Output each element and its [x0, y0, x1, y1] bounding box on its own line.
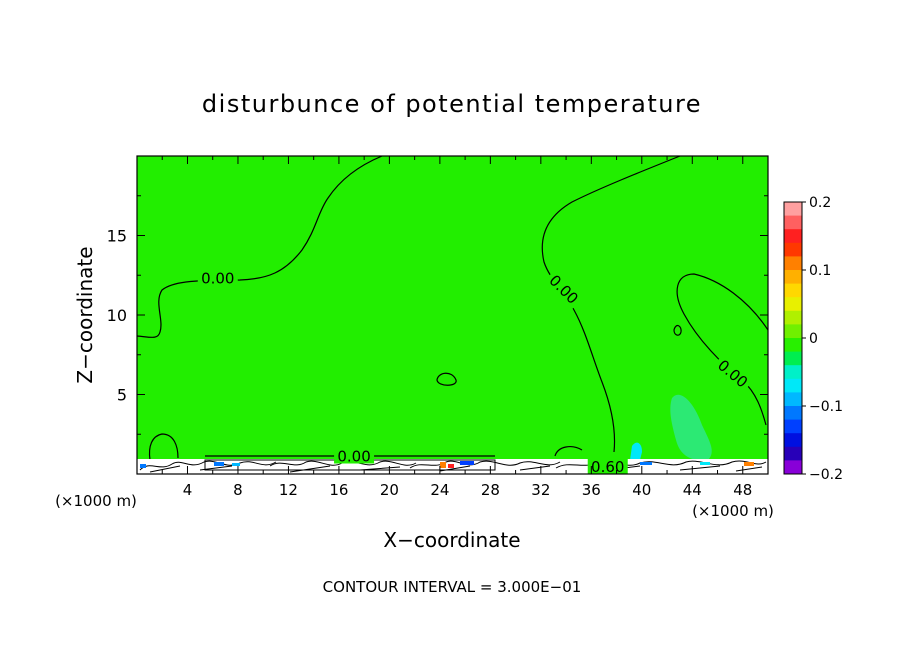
speck-blue-2 [232, 463, 240, 466]
colorbar-swatch [784, 242, 802, 257]
y-tick-labels: 5 10 15 [107, 227, 127, 405]
colorbar-swatch [784, 283, 802, 298]
x-tick-label: 28 [481, 481, 500, 499]
speck-orange-3 [744, 462, 754, 466]
contour-zero-upper-left [136, 155, 383, 338]
y-tick-label: 5 [117, 386, 127, 405]
speck-red-1 [448, 464, 454, 468]
x-tick-label: 40 [632, 481, 651, 499]
speck-blue-3 [460, 461, 474, 465]
colorbar-swatch [784, 215, 802, 230]
shaded-regions [630, 394, 712, 461]
colorbar-swatch [784, 270, 802, 285]
x-tick-label: 20 [380, 481, 399, 499]
x-axis-label: X−coordinate [383, 528, 520, 552]
colorbar-swatch [784, 324, 802, 339]
x-tick-label: 44 [683, 481, 702, 499]
x-tick-label: 8 [233, 481, 243, 499]
colorbar-swatch [784, 365, 802, 380]
contour-lower-left-bump [148, 433, 179, 461]
contour-small-loop-center [436, 372, 457, 386]
colorbar-swatches [784, 202, 802, 475]
boundary-scribble-1 [139, 460, 277, 471]
contour-label: 0.00 [201, 269, 234, 287]
colorbar-swatch [784, 433, 802, 448]
contour-label-bg [197, 269, 238, 286]
colorbar-label: −0.2 [809, 467, 843, 483]
contour-label: 0.00 [337, 448, 370, 466]
contour-label-bg [712, 354, 754, 393]
x-tick-label: 32 [531, 481, 550, 499]
speck-blue-4 [640, 462, 652, 465]
colorbar-labels: 0.2 0.1 0 −0.1 −0.2 [802, 195, 843, 483]
colorbar-swatch [784, 419, 802, 434]
contour-label-group: 0.00 [197, 269, 238, 287]
x-tick-label: 48 [733, 481, 752, 499]
colorbar: 0.2 0.1 0 −0.1 −0.2 [783, 195, 843, 483]
colorbar-swatch [784, 392, 802, 407]
colorbar-swatch [784, 229, 802, 244]
x-unit-right: (×1000 m) [692, 502, 774, 520]
bottom-boundary-noise [137, 459, 768, 474]
y-tick-label: 10 [107, 306, 127, 325]
contour-label-bg [544, 269, 585, 309]
contour-label-group: 0.00 [334, 447, 375, 466]
y-axis-label: Z−coordinate [73, 246, 97, 383]
contour-label-bg [334, 447, 375, 464]
contour-label: 0.60 [591, 458, 624, 476]
colorbar-label: 0.1 [809, 263, 831, 279]
x-unit-left: (×1000 m) [55, 492, 137, 510]
colorbar-swatch [784, 406, 802, 421]
contour-interval-footer: CONTOUR INTERVAL = 3.000E−01 [323, 578, 582, 596]
x-tick-label: 36 [582, 481, 601, 499]
cyan-patch [630, 442, 642, 460]
colorbar-swatch [784, 310, 802, 325]
colorbar-swatch [784, 256, 802, 271]
colorbar-swatch [784, 446, 802, 461]
contour-label-bg [587, 457, 628, 474]
field-background [137, 156, 768, 474]
colorbar-swatch [784, 378, 802, 393]
colorbar-swatch [784, 202, 802, 217]
axis-ticks [137, 156, 768, 474]
chart-title: disturbunce of potential temperature [202, 90, 702, 118]
boundary-scribble-3 [409, 460, 561, 469]
contour-zero-closed-right [676, 273, 769, 426]
colorbar-swatch [784, 297, 802, 312]
colorbar-label: 0.2 [809, 195, 831, 211]
y-tick-label: 15 [107, 227, 127, 246]
contour-lower-mid-bump [554, 446, 583, 457]
speck-blue-5 [140, 464, 146, 468]
x-tick-label: 4 [183, 481, 193, 499]
colorbar-label: −0.1 [809, 399, 843, 415]
boundary-box [204, 459, 496, 471]
x-tick-label: 16 [329, 481, 348, 499]
colorbar-swatch [784, 338, 802, 353]
x-tick-label: 24 [430, 481, 449, 499]
contour-small-loop-right [673, 324, 682, 336]
x-tick-labels: 4 8 12 16 20 24 28 32 36 40 44 48 [183, 481, 753, 499]
speck-orange-1 [440, 462, 446, 468]
speck-blue-1 [214, 462, 224, 466]
speck-cyan-1 [700, 462, 710, 465]
x-tick-label: 12 [279, 481, 298, 499]
colorbar-swatch [784, 351, 802, 366]
colorbar-swatch [784, 460, 802, 475]
weak-negative-plume [670, 394, 712, 461]
plot-area: 0.00 0.000.000.000.60 [136, 155, 769, 476]
colorbar-label: 0 [809, 331, 818, 347]
contour-label-group: 0.60 [587, 457, 628, 476]
